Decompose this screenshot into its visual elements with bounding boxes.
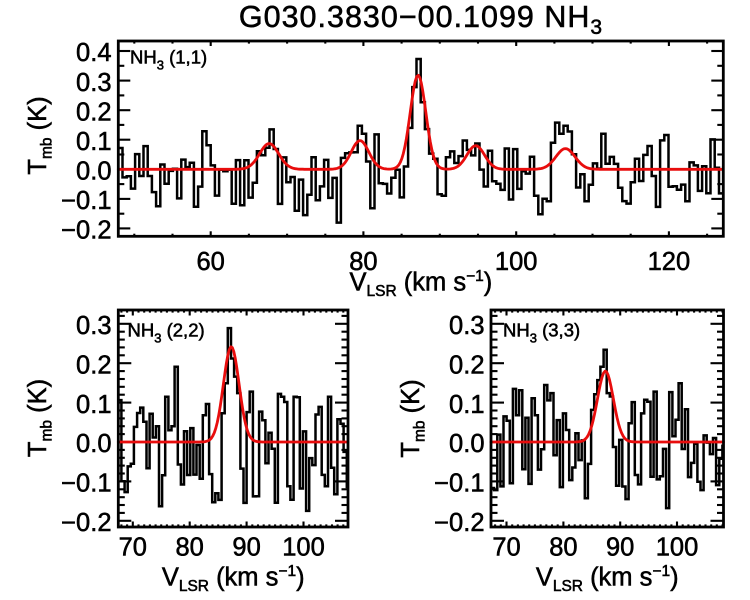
svg-text:0.2: 0.2 — [76, 351, 111, 379]
svg-text:70: 70 — [119, 534, 147, 562]
svg-text:100: 100 — [656, 534, 699, 562]
svg-text:−0.1: −0.1 — [434, 470, 484, 498]
svg-text:0.0: 0.0 — [76, 158, 111, 186]
svg-text:Tmb (K): Tmb (K) — [24, 96, 56, 174]
svg-text:90: 90 — [232, 534, 260, 562]
svg-text:0.3: 0.3 — [76, 69, 111, 97]
svg-text:VLSR (km s−1): VLSR (km s−1) — [350, 268, 493, 300]
svg-text:−0.1: −0.1 — [61, 470, 111, 498]
svg-text:−0.2: −0.2 — [61, 509, 111, 537]
svg-text:Tmb (K): Tmb (K) — [397, 379, 429, 457]
svg-text:90: 90 — [606, 534, 634, 562]
svg-text:100: 100 — [282, 534, 325, 562]
svg-text:0.2: 0.2 — [449, 351, 484, 379]
svg-text:0.1: 0.1 — [449, 391, 484, 419]
svg-text:−0.2: −0.2 — [434, 509, 484, 537]
svg-text:120: 120 — [648, 248, 691, 276]
svg-text:0.3: 0.3 — [76, 312, 111, 340]
svg-text:70: 70 — [492, 534, 520, 562]
svg-text:0.0: 0.0 — [76, 430, 111, 458]
svg-text:0.2: 0.2 — [76, 98, 111, 126]
svg-text:80: 80 — [549, 534, 577, 562]
svg-text:80: 80 — [176, 534, 204, 562]
svg-text:0.4: 0.4 — [76, 39, 111, 67]
svg-text:0.0: 0.0 — [449, 430, 484, 458]
svg-text:0.1: 0.1 — [76, 128, 111, 156]
svg-text:0.1: 0.1 — [76, 391, 111, 419]
svg-text:100: 100 — [495, 248, 538, 276]
svg-text:−0.1: −0.1 — [61, 187, 111, 215]
svg-text:60: 60 — [197, 248, 225, 276]
svg-text:G030.3830−00.1099 NH3: G030.3830−00.1099 NH3 — [239, 0, 603, 39]
svg-text:Tmb (K): Tmb (K) — [24, 379, 56, 457]
svg-text:80: 80 — [349, 248, 377, 276]
svg-text:0.3: 0.3 — [449, 312, 484, 340]
svg-text:−0.2: −0.2 — [61, 217, 111, 245]
